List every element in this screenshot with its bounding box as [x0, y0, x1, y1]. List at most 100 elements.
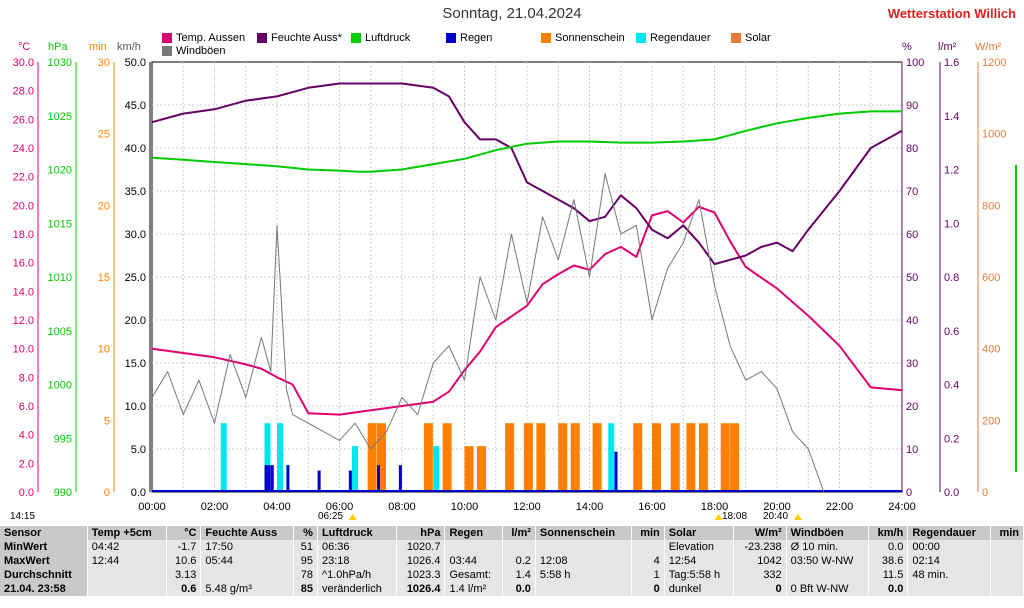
legend-pressure: Luftdruck — [351, 32, 410, 44]
stats-cell: 5:58 h — [535, 568, 633, 582]
sunshine-bar — [523, 423, 533, 492]
y-tick-label-wind: 10.0 — [125, 401, 146, 413]
stats-cell: 38.6 — [868, 554, 909, 568]
x-tick-label: 24:00 — [888, 501, 916, 513]
sunshine-bar — [720, 423, 730, 492]
series-line — [151, 205, 903, 416]
legend-solar: Solar — [731, 32, 771, 44]
legend-swatch — [731, 33, 741, 43]
unit-wind: km/h — [117, 41, 141, 53]
sunshine-bar — [477, 446, 486, 492]
y-tick-label-minutes: 25 — [98, 129, 110, 141]
stats-cell — [990, 568, 1024, 582]
legend-rain-duration: Regendauer — [636, 32, 711, 44]
stats-cell: 03:50 W-NW — [786, 554, 869, 568]
y-tick-label-rain: 0.6 — [944, 326, 959, 338]
rain-bar — [267, 465, 271, 492]
stats-header: Luftdruck — [317, 526, 397, 540]
y-tick-label-temp: 12.0 — [13, 315, 34, 327]
series-line — [151, 82, 903, 266]
unit-rain: l/m² — [938, 41, 957, 53]
rain-duration-bar — [277, 423, 283, 492]
x-tick-label: 16:00 — [638, 501, 666, 513]
y-tick-label-minutes: 15 — [98, 272, 110, 284]
stats-header: Sonnenschein — [535, 526, 633, 540]
stats-cell — [990, 554, 1024, 568]
time-left: 14:15 — [10, 511, 36, 522]
stats-cell: Gesamt: — [444, 568, 504, 582]
stats-cell: 0.0 — [868, 540, 909, 554]
stats-header: W/m² — [733, 526, 787, 540]
y-tick-label-humidity: 0 — [906, 487, 912, 499]
sun-timeline: 14:15 06:25 18:08 20:40 — [0, 510, 1024, 525]
stats-cell: 03:44 — [444, 554, 504, 568]
y-tick-label-humidity: 50 — [906, 272, 918, 284]
y-tick-label-humidity: 20 — [906, 401, 918, 413]
chart-title: Sonntag, 21.04.2024 — [442, 5, 582, 22]
y-tick-label-wind: 45.0 — [125, 100, 146, 112]
rain-bar — [377, 465, 380, 492]
stats-cell — [444, 540, 504, 554]
stats-row-min: MinWert 04:42 -1.7 17:50 51 06:36 1020.7… — [0, 540, 1024, 554]
stats-header: Solar — [664, 526, 734, 540]
rain-bar — [317, 470, 321, 492]
stats-cell — [502, 540, 536, 554]
stats-cell — [87, 582, 167, 596]
y-tick-label-temp: 0.0 — [19, 487, 34, 499]
rain-duration-bar — [220, 423, 227, 492]
y-tick-label-minutes: 10 — [98, 344, 110, 356]
x-tick-label: 18:00 — [701, 501, 729, 513]
stats-cell: 1.4 — [502, 568, 536, 582]
y-tick-label-humidity: 60 — [906, 229, 918, 241]
y-tick-label-solar: 600 — [982, 272, 1000, 284]
rain-bar — [286, 465, 290, 492]
sunshine-bar — [570, 423, 580, 492]
station-name: Wetterstation Willich — [887, 6, 1016, 21]
y-tick-label-solar: 0 — [982, 487, 988, 499]
unit-pressure: hPa — [48, 41, 68, 53]
stats-cell: 11.5 — [868, 568, 909, 582]
stats-cell: 5.48 g/m³ — [200, 582, 294, 596]
stats-cell: 78 — [293, 568, 318, 582]
stats-cell: 1.4 l/m² — [444, 582, 504, 596]
y-tick-label-wind: 0.0 — [131, 487, 146, 499]
sunshine-bar — [558, 423, 568, 492]
stats-cell: 0 Bft W-NW — [786, 582, 869, 596]
legend-swatch — [446, 33, 456, 43]
stats-cell: 1023.3 — [396, 568, 446, 582]
y-tick-label-rain: 0.2 — [944, 433, 959, 445]
stats-cell: 4 — [631, 554, 665, 568]
unit-humidity: % — [902, 41, 912, 53]
y-tick-label-solar: 400 — [982, 344, 1000, 356]
legend-sunshine: Sonnenschein — [541, 32, 625, 44]
sunshine-bar — [423, 423, 433, 492]
stats-cell: 1 — [631, 568, 665, 582]
x-tick-label: 08:00 — [388, 501, 416, 513]
y-tick-label-solar: 200 — [982, 415, 1000, 427]
stats-row-current: 21.04. 23:58 0.6 5.48 g/m³ 85 veränderli… — [0, 582, 1024, 596]
stats-cell — [631, 540, 665, 554]
rain-duration-bar — [352, 446, 358, 492]
y-tick-label-humidity: 90 — [906, 100, 918, 112]
y-tick-label-solar: 1200 — [982, 57, 1006, 69]
y-tick-label-rain: 1.2 — [944, 165, 959, 177]
stats-cell — [990, 582, 1024, 596]
y-tick-label-temp: 6.0 — [19, 401, 34, 413]
stats-cell: Tag:5:58 h — [664, 568, 734, 582]
rain-duration-bar — [608, 423, 615, 492]
stats-header: Feuchte Auss — [200, 526, 294, 540]
y-tick-label-pressure: 1020 — [48, 165, 72, 177]
stats-header: l/m² — [502, 526, 536, 540]
y-tick-label-temp: 4.0 — [19, 430, 34, 442]
stats-header: hPa — [396, 526, 446, 540]
sun-marker-icon — [793, 514, 802, 520]
legend-swatch — [351, 33, 361, 43]
stats-header: Temp +5cm — [87, 526, 167, 540]
sunset-time: 18:08 — [722, 511, 748, 522]
sunshine-bar — [377, 423, 386, 492]
stats-row-avg: Durchschnitt 3.13 78 ^1.0hPa/h 1023.3 Ge… — [0, 568, 1024, 582]
stats-cell: 1026.4 — [396, 582, 446, 596]
legend-swatch — [636, 33, 646, 43]
stats-cell: 06:36 — [317, 540, 397, 554]
y-tick-label-rain: 0.8 — [944, 272, 959, 284]
